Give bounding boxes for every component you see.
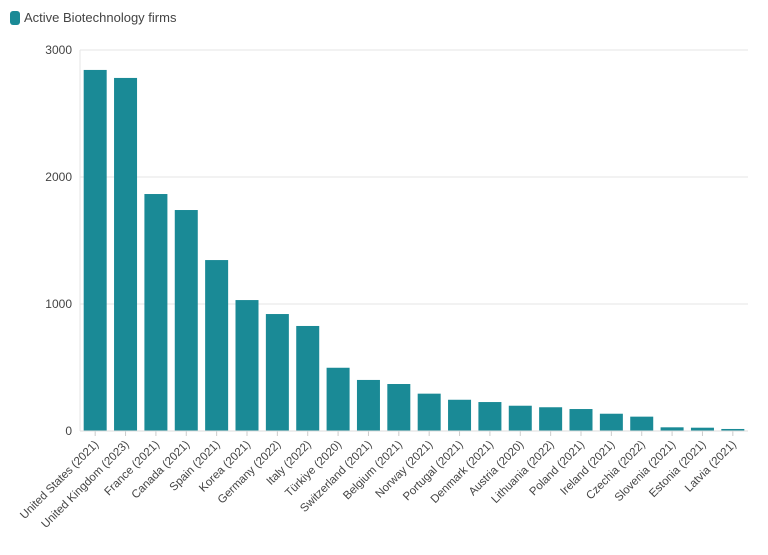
y-tick-label: 1000 [45,297,72,311]
legend[interactable]: Active Biotechnology firms [10,10,176,25]
bar[interactable] [690,427,714,431]
bar[interactable] [417,393,441,431]
bar[interactable] [478,402,502,431]
bar[interactable] [539,407,563,431]
y-tick-label: 3000 [45,43,72,57]
bar[interactable] [235,300,259,431]
legend-swatch [10,10,20,25]
bar[interactable] [569,409,593,431]
bar[interactable] [83,69,107,432]
bar[interactable] [599,413,623,431]
bar[interactable] [721,428,745,431]
bar[interactable] [174,210,198,431]
bar[interactable] [296,325,320,431]
bar[interactable] [448,399,472,431]
legend-label: Active Biotechnology firms [24,10,177,25]
y-tick-label: 2000 [45,170,72,184]
bar[interactable] [356,379,380,431]
bar[interactable] [114,77,138,431]
bar[interactable] [387,384,411,431]
y-tick-label: 0 [65,424,72,438]
bar[interactable] [205,260,229,431]
bar[interactable] [508,405,532,431]
bar[interactable] [144,194,168,431]
bar[interactable] [660,427,684,431]
bar[interactable] [326,367,350,431]
bar[interactable] [630,416,654,431]
bar[interactable] [265,314,289,431]
